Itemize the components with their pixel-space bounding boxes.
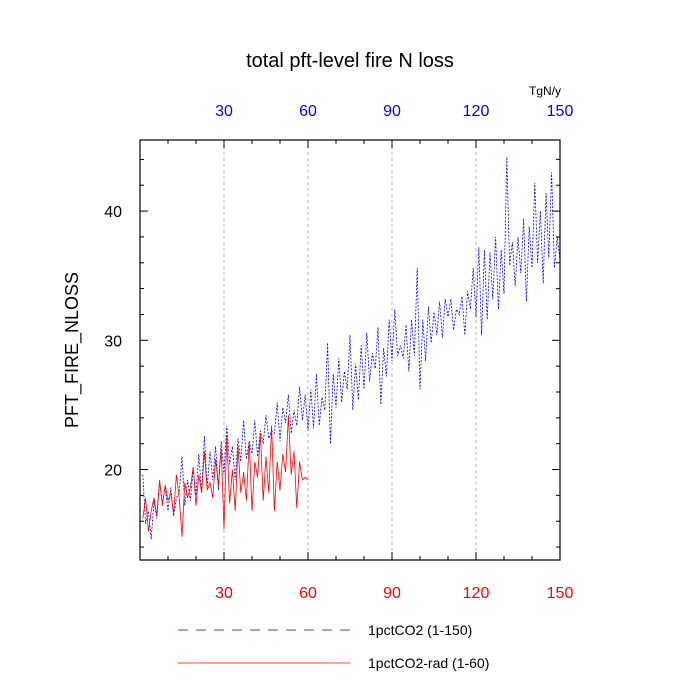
series-line-2 bbox=[142, 415, 309, 537]
legend: 1pctCO2 (1-150) 1pctCO2-rad (1-60) bbox=[178, 622, 489, 671]
axes: 30 30 60 60 90 90 120 120 150 150 20 30 40 bbox=[104, 103, 573, 602]
series-lines bbox=[142, 156, 561, 540]
x-tick-label-top: 60 bbox=[299, 103, 317, 120]
series-line-1 bbox=[142, 156, 561, 540]
y-tick-label: 40 bbox=[104, 204, 122, 221]
legend-label-2: 1pctCO2-rad (1-60) bbox=[368, 655, 489, 671]
x-tick-label-top: 120 bbox=[463, 103, 490, 120]
chart-title: total pft-level fire N loss bbox=[246, 50, 454, 72]
grid-lines bbox=[223, 140, 477, 560]
x-tick-label-top: 90 bbox=[383, 103, 401, 120]
units-label: TgN/y bbox=[529, 84, 561, 98]
x-tick-label-bottom: 150 bbox=[547, 585, 574, 602]
y-axis-label: PFT_FIRE_NLOSS bbox=[62, 272, 83, 428]
x-tick-label-bottom: 120 bbox=[463, 585, 490, 602]
plot-frame bbox=[139, 139, 561, 561]
x-tick-label-top: 150 bbox=[547, 103, 574, 120]
x-tick-label-bottom: 90 bbox=[383, 585, 401, 602]
legend-label-1: 1pctCO2 (1-150) bbox=[368, 622, 472, 638]
y-tick-label: 20 bbox=[104, 463, 122, 480]
x-tick-label-bottom: 60 bbox=[299, 585, 317, 602]
x-tick-label-bottom: 30 bbox=[215, 585, 233, 602]
y-tick-label: 30 bbox=[104, 333, 122, 350]
x-tick-label-top: 30 bbox=[215, 103, 233, 120]
